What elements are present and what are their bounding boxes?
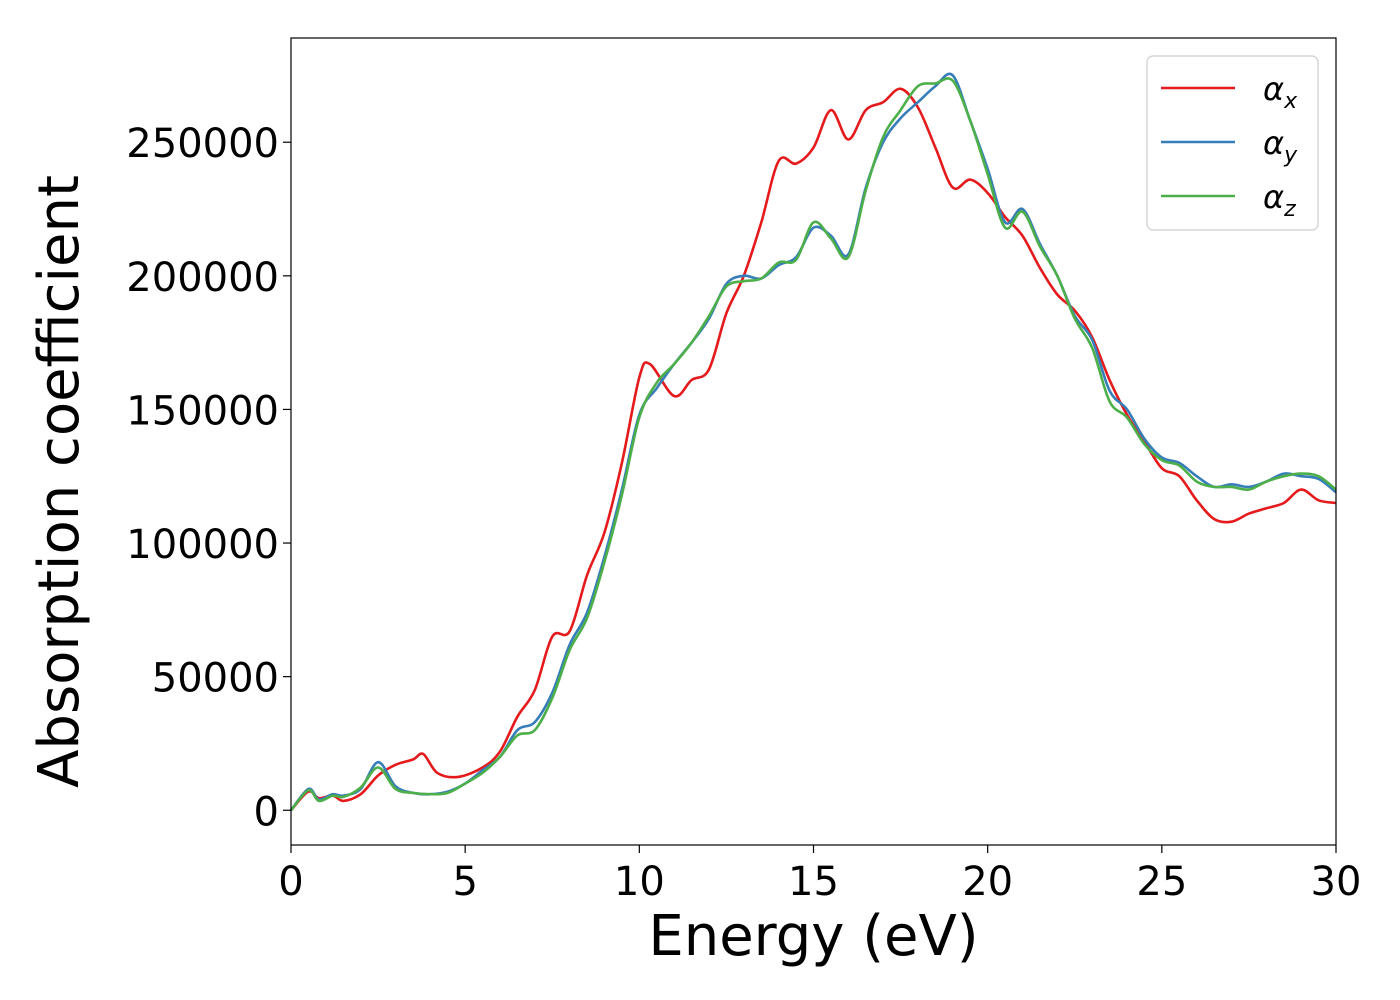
x-axis-label: Energy (eV) bbox=[648, 904, 978, 969]
y-tick-label: 200000 bbox=[126, 255, 279, 301]
series-line-x bbox=[290, 87, 1337, 812]
x-tick-label: 20 bbox=[962, 859, 1013, 905]
y-tick-label: 0 bbox=[254, 789, 279, 835]
x-tick-label: 25 bbox=[1136, 859, 1187, 905]
y-tick-label: 50000 bbox=[152, 656, 279, 702]
x-tick-label: 10 bbox=[614, 859, 665, 905]
x-tick-label: 15 bbox=[788, 859, 839, 905]
y-tick-label: 150000 bbox=[126, 388, 279, 434]
x-axis: 0 5 10 15 20 25 30 bbox=[278, 845, 1361, 905]
legend-label-z: αz bbox=[1263, 178, 1296, 222]
legend-label-x: αx bbox=[1263, 70, 1298, 114]
legend: αx αy αz bbox=[1146, 55, 1319, 231]
series-lines bbox=[289, 72, 1337, 812]
x-tick-label: 5 bbox=[452, 859, 477, 905]
x-tick-label: 30 bbox=[1311, 859, 1362, 905]
legend-label-y: αy bbox=[1263, 124, 1298, 168]
y-tick-label: 100000 bbox=[126, 522, 279, 568]
y-axis-label: Absorption coefficient bbox=[27, 175, 92, 788]
y-tick-label: 250000 bbox=[126, 121, 279, 167]
x-tick-label: 0 bbox=[278, 859, 303, 905]
series-line-z bbox=[289, 77, 1337, 812]
y-axis: 0 50000 100000 150000 200000 250000 bbox=[126, 121, 291, 835]
